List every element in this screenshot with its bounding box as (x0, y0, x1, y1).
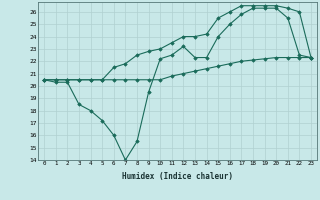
X-axis label: Humidex (Indice chaleur): Humidex (Indice chaleur) (122, 172, 233, 181)
